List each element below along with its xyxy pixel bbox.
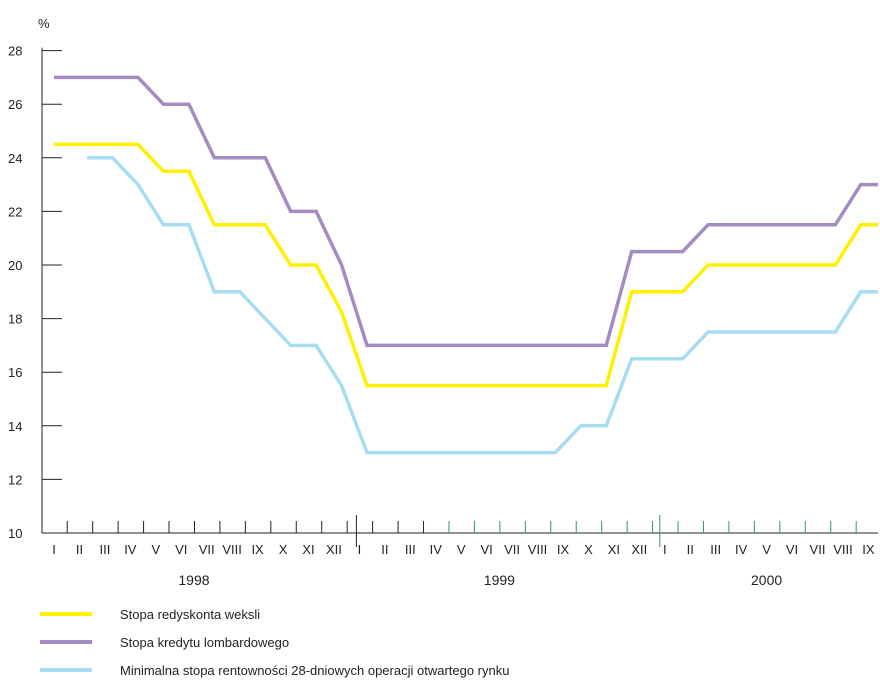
month-label: II: [687, 542, 694, 557]
y-tick-label: 12: [8, 472, 22, 487]
month-label: VIII: [833, 542, 853, 557]
legend-item-redyskonto: Stopa redyskonta weksli: [40, 600, 509, 628]
month-label: XI: [302, 542, 314, 557]
y-tick-label: 18: [8, 312, 22, 327]
year-label: 2000: [751, 572, 782, 588]
month-label: V: [457, 542, 466, 557]
month-label: XII: [631, 542, 647, 557]
year-label: 1999: [484, 572, 515, 588]
month-label: I: [52, 542, 56, 557]
legend-swatch-redyskonto: [40, 612, 92, 616]
chart-axes: 10 12 14 16 18 20 22 24 26 28: [8, 44, 878, 547]
y-tick-label: 24: [8, 151, 22, 166]
month-label: IV: [430, 542, 443, 557]
x-axis-labels: I II III IV V VI VII VIII IX X XI XII I II III IV V VI VII…: [52, 542, 875, 588]
y-tick-label: 16: [8, 365, 22, 380]
month-label: VI: [175, 542, 187, 557]
month-label: IX: [251, 542, 264, 557]
month-label: XII: [326, 542, 342, 557]
month-label: V: [151, 542, 160, 557]
legend-swatch-lombard: [40, 640, 92, 644]
legend-label-lombard: Stopa kredytu lombardowego: [120, 634, 290, 650]
legend-label-open-market: Minimalna stopa rentowności 28-dniowych …: [120, 662, 510, 678]
month-label: VII: [199, 542, 215, 557]
month-label: II: [76, 542, 83, 557]
month-label: IX: [557, 542, 570, 557]
month-label: VI: [481, 542, 493, 557]
y-tick-label: 22: [8, 204, 22, 219]
legend: Stopa redyskonta weksli Stopa kredytu lo…: [40, 600, 509, 684]
month-label: III: [99, 542, 110, 557]
month-label: X: [584, 542, 593, 557]
y-tick-label: 28: [8, 44, 22, 59]
month-label: VII: [810, 542, 826, 557]
series-line-0: [54, 75, 878, 348]
month-label: III: [710, 542, 721, 557]
month-label: VIII: [528, 542, 548, 557]
legend-item-open-market: Minimalna stopa rentowności 28-dniowych …: [40, 656, 509, 684]
month-label: X: [279, 542, 288, 557]
month-label: VIII: [222, 542, 242, 557]
month-label: V: [762, 542, 771, 557]
month-label: IV: [735, 542, 748, 557]
month-label: VII: [504, 542, 520, 557]
month-label: II: [381, 542, 388, 557]
year-label: 1998: [178, 572, 209, 588]
series-line-2: [87, 156, 878, 455]
month-label: I: [358, 542, 362, 557]
y-tick-label: 14: [8, 419, 22, 434]
month-label: IV: [124, 542, 137, 557]
month-label: III: [405, 542, 416, 557]
y-tick-label: 10: [8, 526, 22, 541]
month-label: IX: [862, 542, 875, 557]
legend-label-redyskonto: Stopa redyskonta weksli: [120, 606, 261, 622]
legend-item-lombard: Stopa kredytu lombardowego: [40, 628, 509, 656]
legend-swatch-open-market: [40, 668, 92, 672]
month-label: I: [663, 542, 667, 557]
month-label: VI: [786, 542, 798, 557]
y-tick-label: 26: [8, 97, 22, 112]
y-unit-label: %: [38, 16, 50, 31]
y-tick-label: 20: [8, 258, 22, 273]
month-label: XI: [608, 542, 620, 557]
series-line-1: [54, 142, 878, 388]
series-lines: [54, 75, 878, 455]
